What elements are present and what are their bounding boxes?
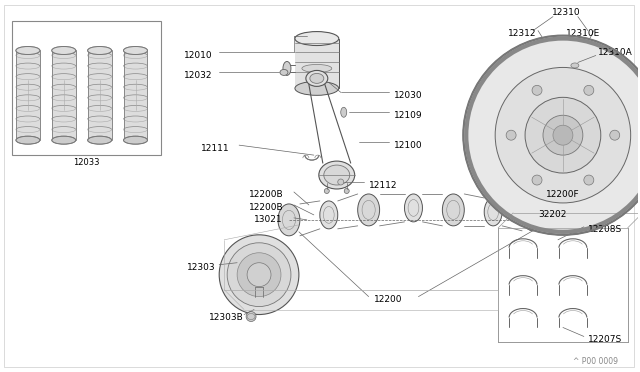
Ellipse shape — [404, 194, 422, 222]
Ellipse shape — [302, 64, 332, 73]
Circle shape — [219, 235, 299, 315]
Text: 12310: 12310 — [552, 8, 580, 17]
Text: 12303B: 12303B — [209, 313, 244, 322]
Text: 12200B: 12200B — [249, 190, 284, 199]
Text: 32202: 32202 — [538, 211, 566, 219]
Text: 12200B: 12200B — [249, 203, 284, 212]
Text: 12032: 12032 — [184, 71, 213, 80]
Ellipse shape — [283, 61, 291, 76]
Circle shape — [553, 125, 573, 145]
Text: 12303: 12303 — [188, 263, 216, 272]
Ellipse shape — [571, 63, 579, 68]
Ellipse shape — [52, 136, 76, 144]
Bar — [295, 39, 339, 89]
Ellipse shape — [324, 165, 349, 185]
Circle shape — [543, 115, 583, 155]
Circle shape — [227, 243, 291, 307]
Text: 12200F: 12200F — [546, 190, 580, 199]
Ellipse shape — [278, 204, 300, 236]
Ellipse shape — [124, 46, 147, 54]
Text: 12310E: 12310E — [566, 29, 600, 38]
Bar — [12, 20, 161, 155]
Ellipse shape — [124, 46, 147, 54]
Circle shape — [532, 175, 542, 185]
Ellipse shape — [52, 46, 76, 54]
Ellipse shape — [16, 46, 40, 54]
Bar — [16, 51, 40, 140]
Circle shape — [532, 85, 542, 95]
Ellipse shape — [310, 73, 324, 83]
Text: 12207S: 12207S — [588, 335, 622, 344]
Circle shape — [246, 311, 256, 321]
Bar — [88, 51, 111, 140]
Ellipse shape — [88, 46, 111, 54]
Text: 13021: 13021 — [254, 215, 283, 224]
Bar — [124, 51, 147, 140]
Circle shape — [584, 175, 594, 185]
Circle shape — [247, 263, 271, 287]
Bar — [52, 51, 76, 140]
Ellipse shape — [320, 201, 338, 229]
Ellipse shape — [319, 161, 355, 189]
Ellipse shape — [16, 136, 40, 144]
Circle shape — [584, 85, 594, 95]
Ellipse shape — [16, 46, 40, 54]
Ellipse shape — [88, 46, 111, 54]
Text: 12310A: 12310A — [598, 48, 632, 57]
Ellipse shape — [295, 32, 339, 45]
Text: 12111: 12111 — [201, 144, 230, 153]
Ellipse shape — [280, 70, 288, 76]
Text: 12312: 12312 — [508, 29, 536, 38]
Ellipse shape — [324, 189, 330, 193]
Ellipse shape — [295, 81, 339, 95]
Text: 12109: 12109 — [394, 111, 422, 120]
Text: 12112: 12112 — [369, 180, 397, 189]
Circle shape — [610, 130, 620, 140]
Bar — [295, 39, 339, 89]
Circle shape — [338, 179, 344, 185]
Ellipse shape — [442, 194, 464, 226]
Text: 12030: 12030 — [394, 91, 422, 100]
Ellipse shape — [522, 199, 544, 231]
Ellipse shape — [358, 194, 380, 226]
Ellipse shape — [124, 136, 147, 144]
Ellipse shape — [484, 198, 502, 226]
Text: 12208S: 12208S — [588, 225, 622, 234]
Circle shape — [525, 97, 601, 173]
Text: ^ P00 0009: ^ P00 0009 — [573, 357, 618, 366]
Circle shape — [495, 67, 630, 203]
Text: 12010: 12010 — [184, 51, 213, 60]
Circle shape — [237, 253, 281, 296]
Circle shape — [463, 36, 640, 235]
Circle shape — [506, 130, 516, 140]
Text: 12200: 12200 — [374, 295, 403, 304]
Ellipse shape — [344, 189, 349, 193]
Ellipse shape — [88, 136, 111, 144]
Ellipse shape — [52, 46, 76, 54]
Text: 12100: 12100 — [394, 141, 422, 150]
Text: 12033: 12033 — [74, 158, 100, 167]
Ellipse shape — [306, 70, 328, 86]
Ellipse shape — [340, 107, 347, 117]
